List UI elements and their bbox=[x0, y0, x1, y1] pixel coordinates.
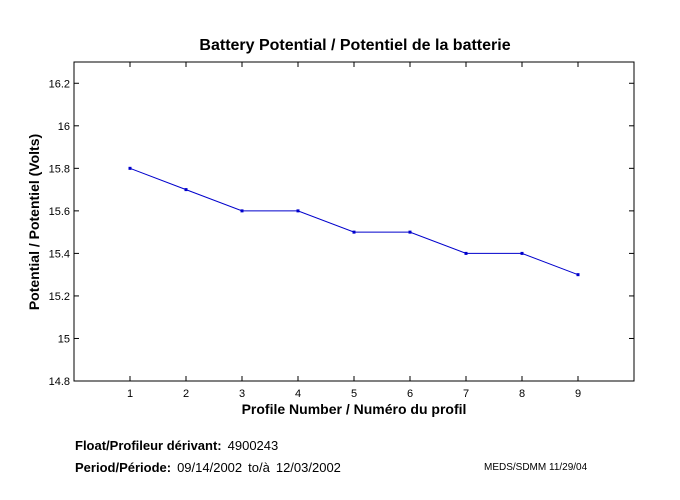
x-axis-ticks: 1 2 3 4 5 6 7 8 9 bbox=[127, 62, 581, 400]
plot-frame bbox=[73, 61, 635, 382]
x-tick-label: 6 bbox=[407, 388, 413, 400]
x-tick-label: 4 bbox=[295, 388, 301, 400]
data-point bbox=[464, 251, 468, 255]
y-tick-label: 16.2 bbox=[49, 78, 70, 90]
y-tick-label: 15.4 bbox=[49, 248, 70, 260]
data-point bbox=[296, 209, 300, 213]
data-point bbox=[240, 209, 244, 213]
y-axis-label: Potential / Potentiel (Volts) bbox=[26, 134, 42, 310]
x-tick-label: 8 bbox=[519, 388, 525, 400]
float-id: 4900243 bbox=[227, 438, 279, 453]
y-axis-ticks: 14.8 15 15.2 15.4 15.6 15.8 16 16.2 bbox=[49, 78, 634, 388]
y-tick-label: 15 bbox=[58, 333, 70, 345]
x-tick-label: 5 bbox=[351, 388, 357, 400]
x-tick-label: 1 bbox=[127, 388, 133, 400]
period-separator: to/à bbox=[248, 460, 270, 475]
data-point bbox=[576, 273, 580, 277]
data-point bbox=[128, 166, 132, 170]
data-point bbox=[520, 251, 524, 255]
x-axis-label: Profile Number / Numéro du profil bbox=[242, 401, 467, 417]
y-tick-label: 16 bbox=[58, 121, 70, 133]
period-start: 09/14/2002 bbox=[177, 460, 243, 475]
period-end: 12/03/2002 bbox=[275, 460, 341, 475]
data-point bbox=[408, 230, 412, 234]
x-tick-label: 3 bbox=[239, 388, 245, 400]
y-tick-label: 15.2 bbox=[49, 291, 70, 303]
x-tick-label: 9 bbox=[575, 388, 581, 400]
float-label: Float/Profileur dérivant: bbox=[75, 438, 222, 453]
y-tick-label: 15.6 bbox=[49, 206, 70, 218]
x-tick-label: 2 bbox=[183, 388, 189, 400]
credit-stamp: MEDS/SDMM 11/29/04 bbox=[484, 462, 588, 473]
y-tick-label: 15.8 bbox=[49, 163, 70, 175]
chart-title: Battery Potential / Potentiel de la batt… bbox=[199, 37, 510, 54]
data-point bbox=[184, 188, 188, 192]
float-info: Float/Profileur dérivant: 4900243 bbox=[75, 438, 278, 453]
period-info: Period/Période: 09/14/2002 to/à 12/03/2002 bbox=[75, 460, 341, 475]
y-tick-label: 14.8 bbox=[49, 376, 70, 388]
period-label: Period/Période: bbox=[75, 460, 172, 475]
series-layer bbox=[128, 166, 580, 277]
x-tick-label: 7 bbox=[463, 388, 469, 400]
series-line bbox=[129, 167, 579, 276]
data-point bbox=[352, 230, 356, 234]
